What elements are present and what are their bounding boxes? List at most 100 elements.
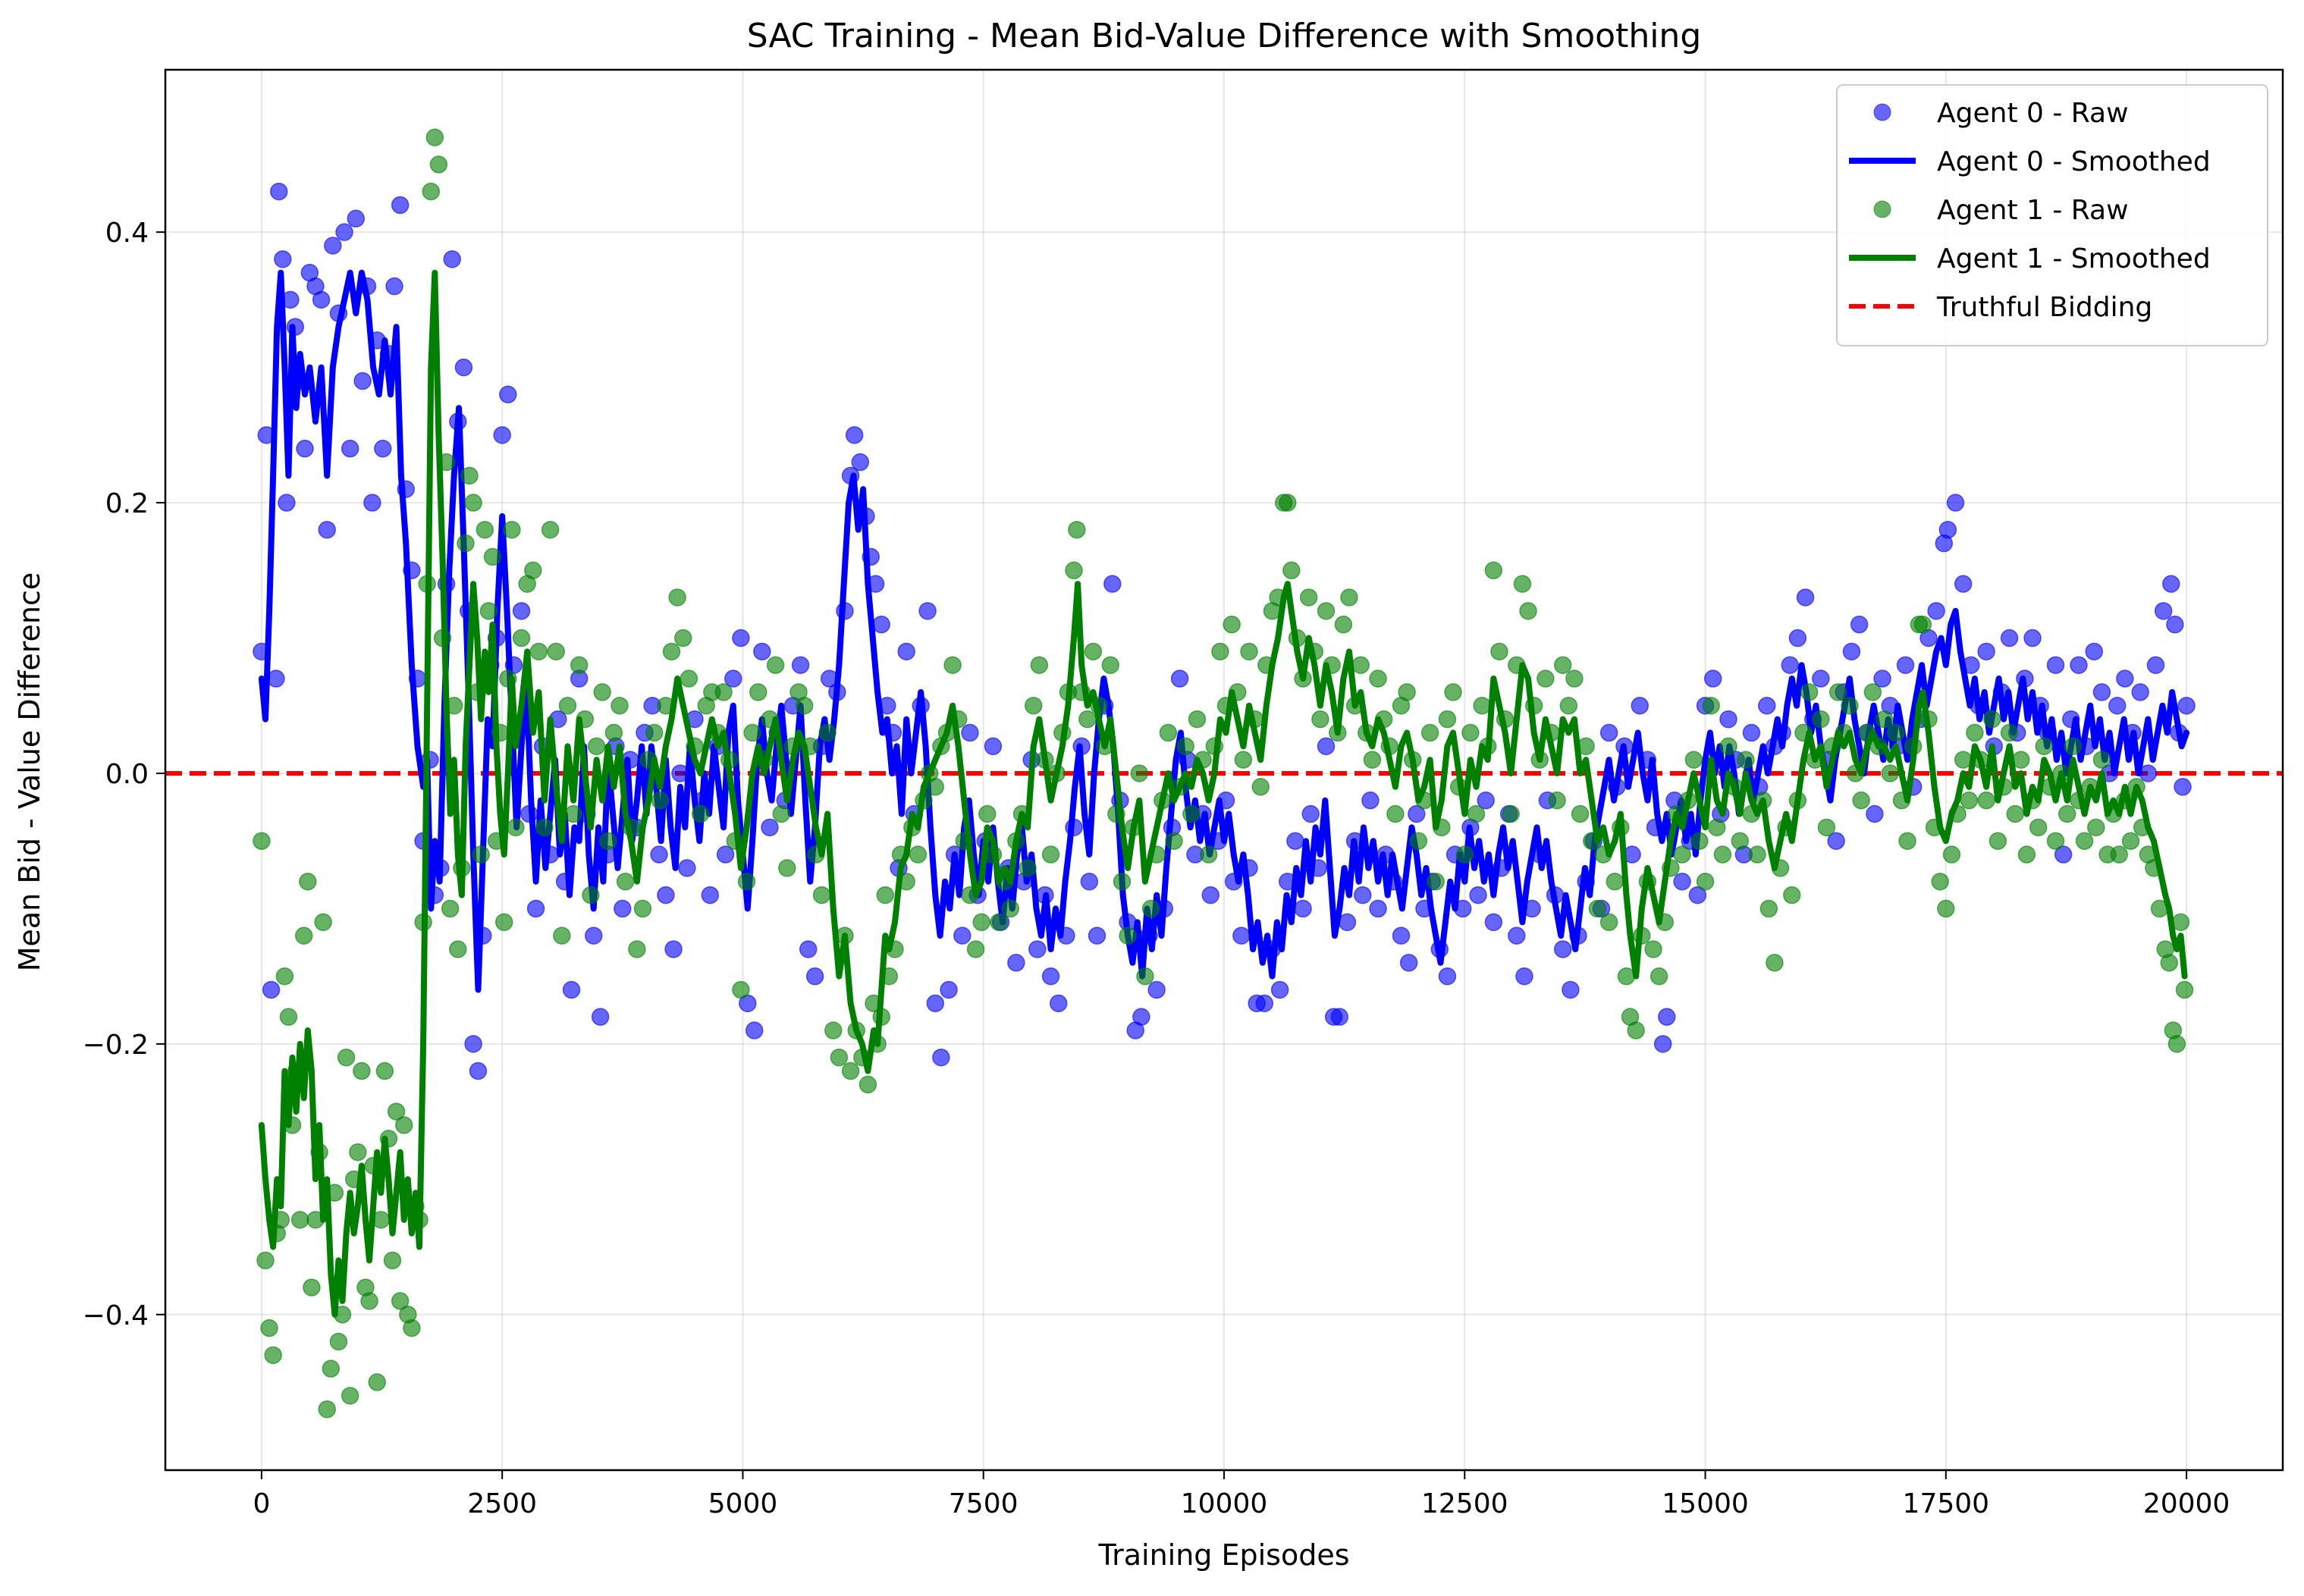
data-point: [279, 1008, 298, 1026]
data-point: [1796, 588, 1815, 607]
data-point: [1913, 615, 1932, 634]
data-point: [1088, 927, 1106, 945]
x-tick-label: 2500: [467, 1488, 537, 1519]
data-point: [375, 1061, 394, 1080]
data-point: [876, 886, 895, 905]
data-point: [1467, 804, 1486, 823]
data-point: [2054, 845, 2073, 864]
data-point: [1270, 980, 1289, 999]
data-point: [611, 696, 629, 715]
data-point: [1759, 899, 1778, 918]
data-point: [337, 1048, 356, 1067]
data-point: [1737, 751, 1755, 769]
data-point: [2064, 737, 2083, 756]
data-point: [2174, 778, 2192, 796]
data-point: [1211, 642, 1229, 661]
data-point: [2092, 683, 2111, 701]
data-point: [1001, 899, 1020, 918]
data-point: [1484, 913, 1503, 932]
data-point: [961, 723, 979, 742]
data-point: [1599, 723, 1618, 742]
data-point: [1311, 710, 1329, 729]
data-point: [1065, 561, 1083, 580]
data-point: [1817, 818, 1836, 837]
legend: Agent 0 - Raw Agent 0 - Smoothed Agent 1 -…: [1836, 84, 2268, 346]
data-point: [909, 845, 928, 864]
data-point: [1141, 899, 1160, 918]
data-point: [1553, 656, 1572, 674]
data-point: [1188, 710, 1207, 729]
data-point: [374, 439, 392, 458]
data-point: [493, 426, 511, 444]
data-point: [2046, 656, 2065, 674]
data-point: [812, 886, 831, 905]
data-point: [633, 899, 652, 918]
data-point: [2175, 980, 2194, 999]
data-point: [1473, 696, 1491, 715]
data-point: [303, 1278, 321, 1297]
data-point: [1719, 710, 1737, 729]
data-point: [678, 859, 696, 877]
data-point: [394, 1116, 413, 1134]
legend-box: [1836, 84, 2268, 346]
data-point: [1101, 656, 1119, 674]
data-point: [1301, 804, 1320, 823]
data-point: [324, 237, 342, 255]
data-point: [349, 1143, 367, 1162]
data-point: [1398, 683, 1416, 701]
x-tick-label: 0: [253, 1488, 270, 1519]
data-point: [2017, 845, 2036, 864]
data-point: [1766, 954, 1784, 972]
data-point: [737, 872, 756, 891]
data-point: [1658, 1008, 1676, 1026]
data-point: [943, 656, 962, 674]
data-point: [1330, 1008, 1349, 1026]
data-point: [791, 656, 810, 674]
data-point: [1234, 751, 1253, 769]
data-point: [918, 602, 937, 620]
y-tick-label: 0.2: [105, 488, 149, 519]
data-point: [2162, 575, 2180, 593]
data-point: [1942, 845, 1961, 864]
data-point: [657, 886, 675, 905]
data-point: [674, 629, 692, 647]
data-point: [1030, 656, 1049, 674]
data-point: [1937, 899, 1955, 918]
y-axis-label: Mean Bid - Value Difference: [13, 572, 46, 972]
data-point: [745, 1021, 764, 1039]
data-point: [2108, 696, 2127, 715]
data-point: [1299, 588, 1318, 607]
data-point: [1781, 656, 1799, 674]
data-point: [1159, 723, 1178, 742]
data-point: [547, 642, 566, 661]
data-point: [499, 385, 517, 404]
data-point: [503, 520, 521, 539]
y-tick-label: −0.4: [83, 1300, 149, 1331]
data-point: [1989, 832, 2007, 850]
data-point: [262, 980, 281, 999]
data-point: [2035, 737, 2054, 756]
data-point: [2046, 832, 2065, 850]
data-point: [391, 1292, 410, 1310]
data-point: [529, 642, 548, 661]
data-point: [953, 927, 972, 945]
data-point: [535, 818, 554, 837]
data-point: [322, 1359, 341, 1378]
data-point: [1363, 751, 1382, 769]
data-point: [570, 656, 589, 674]
data-point: [841, 1061, 860, 1080]
x-tick-label: 12500: [1421, 1488, 1508, 1519]
x-tick-label: 10000: [1181, 1488, 1268, 1519]
y-tick-label: 0.0: [105, 759, 149, 790]
data-point: [2160, 954, 2178, 972]
data-point: [564, 804, 582, 823]
data-point: [1444, 683, 1462, 701]
data-point: [591, 1008, 610, 1026]
data-point: [749, 683, 767, 701]
data-point: [264, 1346, 282, 1365]
data-point: [335, 223, 353, 241]
data-point: [524, 561, 542, 580]
data-point: [1113, 872, 1132, 891]
data-point: [329, 1332, 348, 1351]
